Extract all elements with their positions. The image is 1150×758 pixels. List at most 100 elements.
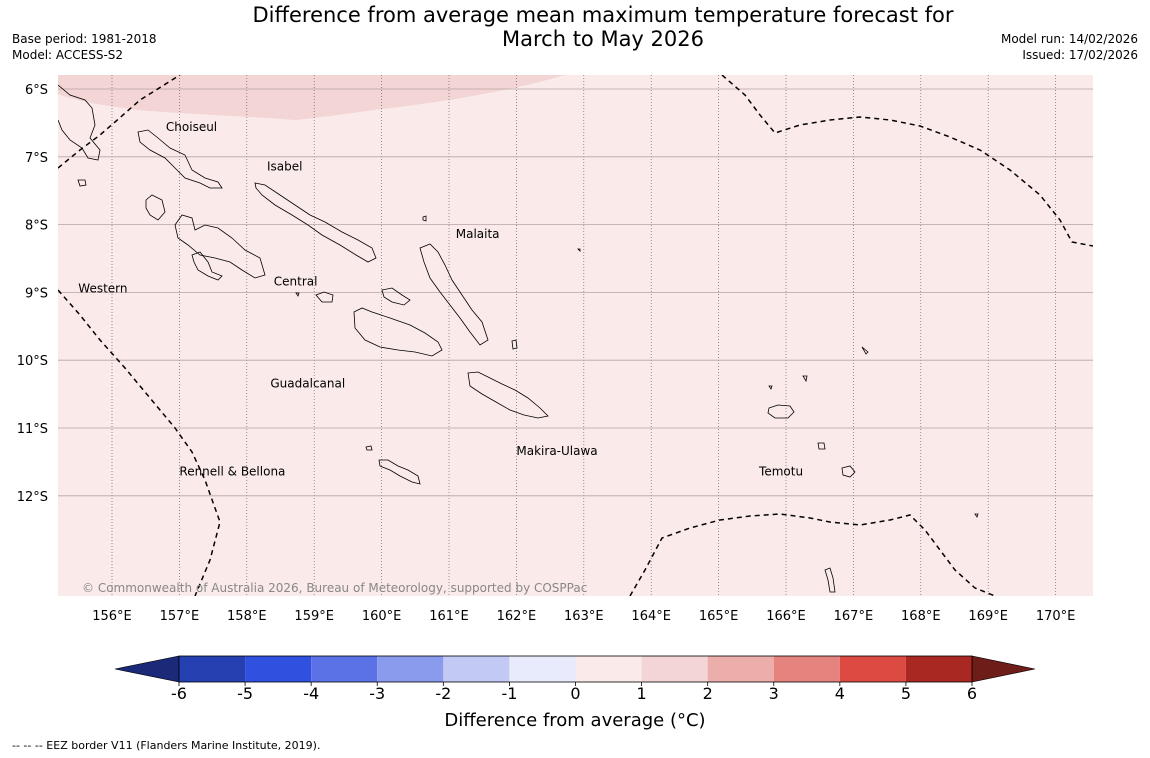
title-line-2: March to May 2026: [502, 27, 704, 51]
colorbar-bin: [377, 656, 444, 682]
coast-bougainville: [58, 84, 101, 161]
lon-tick-label: 165°E: [699, 609, 739, 624]
eez-border: [58, 75, 1093, 596]
coast-choiseul: [137, 129, 223, 189]
coast-ulawa: [511, 339, 518, 350]
lat-tick-label: 10°S: [17, 354, 48, 369]
colorbar-tick-label: 0: [570, 684, 580, 703]
colorbar-tick-label: -6: [171, 684, 187, 703]
region-labels: Choiseul Isabel Malaita Western Central Guada…: [78, 120, 803, 478]
coast-santa-cruz: [767, 404, 795, 419]
eez-legend-note: -- -- -- EEZ border V11 (Flanders Marine…: [12, 739, 321, 752]
lat-tick-label: 7°S: [25, 151, 48, 166]
colorbar-bin: [179, 656, 246, 682]
colorbar-high-extend: [971, 655, 1036, 683]
lon-tick-label: 158°E: [227, 609, 267, 624]
colorbar-bin: [773, 656, 840, 682]
coast-florida-islands: [315, 287, 411, 306]
colorbar-bin: [245, 656, 312, 682]
coast-anuta: [974, 513, 979, 518]
lon-tick-label: 170°E: [1036, 609, 1076, 624]
base-period: Base period: 1981-2018: [12, 32, 157, 46]
coast-malaita: [419, 243, 489, 346]
region-label-guadalcanal: Guadalcanal: [270, 376, 345, 390]
colorbar-tick-label: 2: [703, 684, 713, 703]
colorbar-tick-label: 6: [967, 684, 977, 703]
coast-rennell: [378, 459, 421, 485]
eez-north-west: [58, 75, 181, 169]
region-label-makira-ulawa: Makira-Ulawa: [516, 444, 597, 458]
lon-tick-label: 160°E: [362, 609, 402, 624]
colorbar-tick-label: -1: [501, 684, 517, 703]
coast-utupua: [817, 442, 826, 450]
lat-tick-label: 12°S: [17, 490, 48, 505]
coast-guadalcanal: [353, 307, 443, 357]
anomaly-band-1-to-2: [58, 75, 565, 120]
colorbar-bin: [311, 656, 378, 682]
eez-north-east: [721, 75, 1093, 247]
model-name: Model: ACCESS-S2: [12, 48, 124, 62]
lon-tick-label: 163°E: [564, 609, 604, 624]
colorbar-bin: [905, 656, 972, 682]
lon-tick-label: 161°E: [429, 609, 469, 624]
lon-tick-label: 164°E: [631, 609, 671, 624]
lat-tick-label: 8°S: [25, 219, 48, 234]
colorbar-bin: [575, 656, 642, 682]
region-label-isabel: Isabel: [267, 159, 302, 173]
lon-tick-label: 168°E: [901, 609, 941, 624]
region-label-western: Western: [78, 281, 127, 295]
colorbar-tick-label: 5: [901, 684, 911, 703]
issued-date: Issued: 17/02/2026: [1022, 48, 1138, 62]
latitude-tick-labels: 6°S 7°S 8°S 9°S 10°S 11°S 12°S: [17, 83, 48, 505]
lon-tick-label: 169°E: [968, 609, 1008, 624]
coast-vanikoro: [841, 465, 856, 478]
coast-rendova: [191, 251, 223, 281]
map-area: Choiseul Isabel Malaita Western Central Guada…: [58, 75, 1093, 596]
map-title: Difference from average mean maximum tem…: [200, 3, 1006, 51]
colorbar-tick-label: -3: [369, 684, 385, 703]
title-line-1: Difference from average mean maximum tem…: [252, 3, 954, 27]
coast-isabel: [254, 182, 377, 263]
eez-south-west: [58, 289, 221, 596]
region-label-central: Central: [274, 275, 318, 289]
eez-south-east: [629, 513, 996, 596]
region-label-rennell-bellona: Rennell & Bellona: [179, 464, 285, 478]
lon-tick-label: 166°E: [766, 609, 806, 624]
colorbar-low-extend: [114, 655, 180, 683]
coast-shortland: [77, 179, 87, 187]
colorbar-bin: [707, 656, 774, 682]
colorbar-tick-label: -4: [303, 684, 319, 703]
lat-tick-label: 11°S: [17, 422, 48, 437]
meta-left: Base period: 1981-2018 Model: ACCESS-S2: [12, 31, 157, 63]
colorbar-tick-label: -2: [435, 684, 451, 703]
coastlines: [58, 84, 979, 593]
region-label-temotu: Temotu: [758, 464, 803, 478]
coast-ontong-java-small: [295, 215, 869, 390]
coast-vella-lavella: [145, 194, 166, 221]
colorbar-tick-label: 4: [835, 684, 845, 703]
colorbar-label: Difference from average (°C): [444, 710, 706, 731]
coast-makira: [467, 371, 549, 419]
lat-tick-label: 6°S: [25, 83, 48, 98]
lon-tick-label: 156°E: [92, 609, 132, 624]
region-label-malaita: Malaita: [456, 227, 500, 241]
model-run: Model run: 14/02/2026: [1000, 32, 1138, 46]
colorbar-tick-label: 3: [769, 684, 779, 703]
coast-duff-islands: [802, 375, 808, 383]
colorbar-bin: [839, 656, 906, 682]
lon-tick-label: 157°E: [160, 609, 200, 624]
colorbar-bin: [641, 656, 708, 682]
lat-tick-label: 9°S: [25, 286, 48, 301]
colorbar-bin: [443, 656, 510, 682]
colorbar-tick-label: -5: [237, 684, 253, 703]
lon-tick-label: 159°E: [294, 609, 334, 624]
meta-right: Model run: 14/02/2026 Issued: 17/02/2026: [1001, 31, 1138, 63]
region-label-choiseul: Choiseul: [166, 120, 217, 134]
lon-tick-label: 167°E: [834, 609, 874, 624]
coast-tikopia: [824, 567, 836, 593]
lon-tick-label: 162°E: [497, 609, 537, 624]
colorbar: -6 -5 -4 -3 -2 -1 0 1 2 3 4 5 6: [114, 655, 1036, 703]
copyright-text: © Commonwealth of Australia 2026, Bureau…: [82, 581, 587, 595]
coast-new-georgia: [174, 214, 266, 279]
